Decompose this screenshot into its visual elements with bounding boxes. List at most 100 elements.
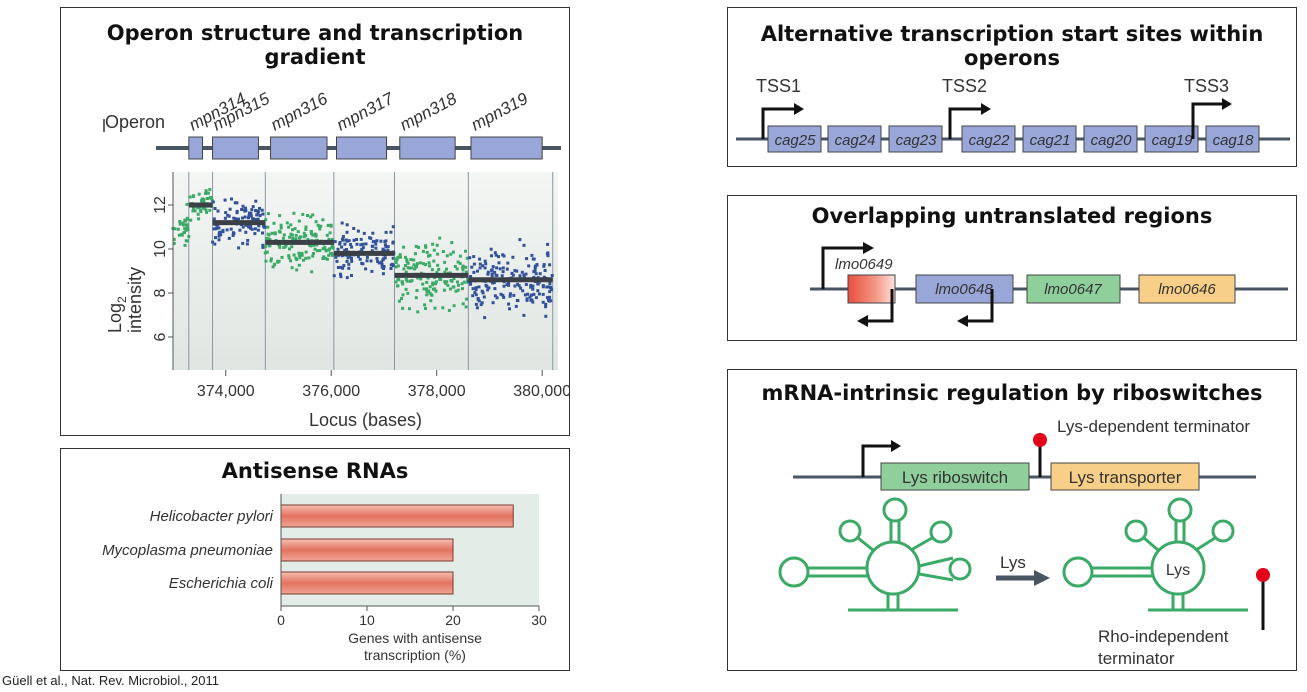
- data-point: [483, 316, 487, 320]
- data-point: [343, 248, 347, 252]
- data-point: [549, 285, 553, 289]
- data-point: [191, 209, 195, 213]
- data-point: [282, 233, 286, 237]
- data-point: [258, 206, 261, 210]
- data-point: [362, 231, 366, 235]
- data-point: [285, 221, 289, 225]
- antisense-category-label: Helicobacter pylori: [150, 508, 274, 525]
- data-point: [544, 305, 548, 309]
- data-point: [424, 287, 428, 291]
- data-point: [412, 258, 416, 262]
- data-point: [466, 278, 470, 281]
- data-point: [477, 299, 481, 303]
- data-point: [531, 300, 535, 304]
- data-point: [533, 264, 537, 268]
- utr-panel-title: Overlapping untranslated regions: [811, 204, 1213, 228]
- data-point: [493, 287, 497, 291]
- data-point: [464, 249, 467, 253]
- tss1-label: TSS1: [756, 76, 801, 96]
- plot-background: [173, 172, 558, 370]
- bound-lys-label: Lys: [1166, 562, 1190, 579]
- data-point: [490, 268, 494, 272]
- gene-lmo0649-label: lmo0649: [835, 256, 893, 273]
- data-point: [182, 223, 185, 227]
- data-point: [256, 217, 260, 221]
- data-point: [508, 292, 512, 296]
- data-point: [273, 263, 276, 267]
- data-point: [445, 254, 449, 258]
- data-point: [472, 262, 476, 266]
- riboswitch-tss-arrowhead: [891, 440, 901, 452]
- data-point: [339, 272, 342, 276]
- data-point: [491, 301, 495, 305]
- data-point: [424, 244, 427, 248]
- data-point: [196, 212, 200, 216]
- data-point: [260, 208, 264, 212]
- data-point: [471, 294, 475, 298]
- data-point: [534, 296, 538, 300]
- antisense-panel-title: Antisense RNAs: [221, 459, 409, 483]
- data-point: [476, 297, 480, 300]
- data-point: [292, 253, 296, 257]
- tss-gene-label: cag20: [1091, 132, 1133, 149]
- data-point: [415, 262, 419, 266]
- operon-gene-box: [399, 136, 456, 160]
- data-point: [244, 209, 248, 213]
- data-point: [341, 266, 345, 270]
- y-tick-label: 10: [152, 240, 169, 258]
- data-point: [457, 283, 460, 287]
- data-point: [219, 233, 223, 237]
- data-point: [495, 296, 499, 300]
- data-point: [474, 302, 478, 306]
- data-point: [249, 226, 252, 230]
- data-point: [511, 255, 515, 259]
- data-point: [550, 288, 553, 292]
- data-point: [202, 199, 206, 203]
- data-point: [304, 234, 308, 238]
- data-point: [261, 212, 265, 216]
- data-point: [469, 275, 473, 278]
- data-point: [472, 270, 476, 274]
- data-point: [294, 233, 298, 237]
- data-point: [302, 235, 306, 239]
- data-point: [255, 213, 259, 217]
- data-point: [541, 300, 545, 304]
- data-point: [512, 293, 516, 297]
- data-point: [211, 240, 215, 244]
- data-point: [499, 292, 503, 296]
- data-point: [395, 258, 399, 262]
- data-point: [205, 197, 209, 200]
- data-point: [300, 251, 304, 255]
- data-point: [347, 266, 351, 270]
- data-point: [453, 265, 457, 268]
- data-point: [486, 270, 490, 274]
- data-point: [530, 253, 534, 257]
- data-point: [370, 269, 374, 273]
- data-point: [404, 264, 407, 267]
- data-point: [350, 256, 353, 260]
- data-point: [490, 254, 493, 258]
- data-point: [464, 305, 468, 309]
- data-point: [529, 283, 533, 287]
- data-point: [264, 259, 268, 263]
- data-point: [490, 272, 494, 276]
- data-point: [460, 282, 464, 286]
- data-point: [347, 239, 351, 243]
- data-point: [361, 242, 365, 246]
- tss3-arrow: [1191, 102, 1222, 139]
- data-point: [355, 242, 359, 246]
- data-point: [326, 223, 330, 227]
- utr-reverse-arrowhead-2: [957, 315, 968, 327]
- data-point: [314, 220, 318, 224]
- data-point: [200, 197, 204, 201]
- data-point: [336, 247, 340, 251]
- data-point: [443, 270, 447, 274]
- data-point: [204, 192, 208, 195]
- data-point: [324, 248, 328, 252]
- data-point: [461, 287, 464, 291]
- data-point: [524, 272, 528, 276]
- data-point: [490, 274, 494, 278]
- data-point: [233, 201, 237, 205]
- data-point: [339, 275, 343, 279]
- data-point: [438, 236, 442, 240]
